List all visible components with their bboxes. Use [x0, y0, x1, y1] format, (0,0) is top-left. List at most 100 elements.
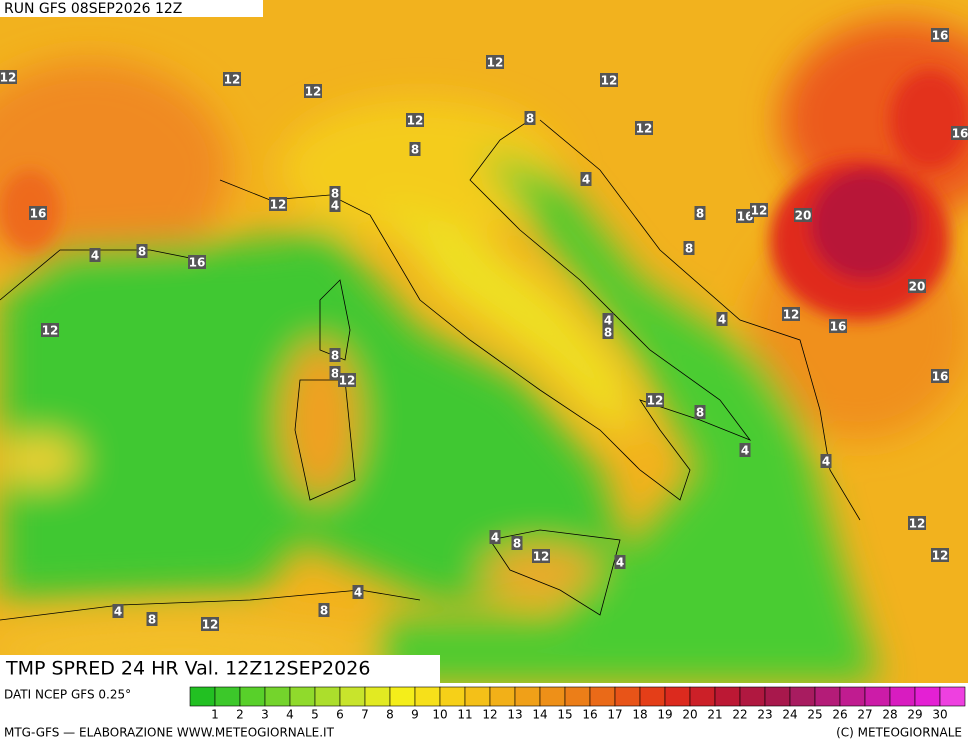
colorbar-label: 2 — [236, 708, 244, 722]
contour-label-box — [614, 555, 626, 569]
colorbar-label: 1 — [211, 708, 219, 722]
colorbar-label: 3 — [261, 708, 269, 722]
contour-label: 4 — [741, 444, 749, 458]
colorbar-swatch — [789, 686, 816, 707]
contour-label-box — [352, 585, 364, 599]
credit: MTG-GFS — ELABORAZIONE WWW.METEOGIORNALE… — [4, 726, 335, 740]
contour-label: 8 — [331, 187, 339, 201]
contour-label-box — [931, 369, 949, 383]
contour-label-box — [931, 548, 949, 562]
contour-label: 16 — [952, 127, 968, 141]
contour-label: 12 — [909, 517, 926, 531]
colorbar-swatch — [314, 686, 341, 707]
map-title: TMP SPRED 24 HR Val. 12Z12SEP2026 — [5, 658, 370, 680]
contour-label: 16 — [737, 210, 754, 224]
contour-label: 4 — [354, 586, 362, 600]
contour-label-box — [694, 405, 706, 419]
colorbar-swatch — [714, 686, 741, 707]
colorbar-swatch — [439, 686, 466, 707]
copyright: (C) METEOGIORNALE — [836, 726, 962, 740]
contour-label-box — [489, 530, 501, 544]
contour-label: 12 — [601, 74, 618, 88]
contour-label: 4 — [491, 531, 499, 545]
contour-label: 12 — [636, 122, 653, 136]
contour-label: 12 — [305, 85, 322, 99]
colorbar-swatch — [939, 686, 966, 707]
colorbar-swatch — [489, 686, 516, 707]
colorbar-label: 27 — [857, 708, 872, 722]
colorbar-label: 5 — [311, 708, 319, 722]
contour-label: 4 — [822, 455, 830, 469]
colorbar-swatch — [389, 686, 416, 707]
contour-label: 4 — [114, 605, 122, 619]
contour-label-box — [580, 172, 592, 186]
colorbar-swatch — [189, 686, 216, 707]
colorbar-swatch — [264, 686, 291, 707]
colorbar-swatch — [414, 686, 441, 707]
colorbar-label: 22 — [732, 708, 747, 722]
title-box — [0, 655, 440, 683]
colorbar-swatch — [339, 686, 366, 707]
contour-label-box — [318, 603, 330, 617]
contour-label-box — [951, 126, 968, 140]
colorbar-swatch — [514, 686, 541, 707]
contour-label: 12 — [783, 308, 800, 322]
contour-label-box — [136, 244, 148, 258]
colorbar-label: 25 — [807, 708, 822, 722]
colorbar-label: 9 — [411, 708, 419, 722]
contour-label: 12 — [42, 324, 59, 338]
field — [0, 0, 968, 683]
contour-label-box — [602, 313, 614, 327]
contour-label: 12 — [270, 198, 287, 212]
colorbar-swatch — [214, 686, 241, 707]
colorbar-swatch — [764, 686, 791, 707]
contour-label-box — [820, 454, 832, 468]
colorbar-label: 29 — [907, 708, 922, 722]
contour-label-box — [750, 203, 768, 217]
colorbar-swatch — [614, 686, 641, 707]
colorbar-label: 16 — [582, 708, 597, 722]
contour-label: 8 — [331, 367, 339, 381]
contour-label-box — [736, 209, 754, 223]
contour-label-box — [223, 72, 241, 86]
contour-label-box — [908, 279, 926, 293]
colorbar: 1 2 3 4 5 6 7 8 9 10 11 12 13 14 15 16 17 18 19 20 21 22 23 24 2… — [189, 686, 966, 722]
contour-label-box — [602, 325, 614, 339]
contour-label: 16 — [830, 320, 847, 334]
colorbar-label: 28 — [882, 708, 897, 722]
contour-label-box — [646, 393, 664, 407]
colorbar-swatch — [539, 686, 566, 707]
colorbar-swatch — [914, 686, 941, 707]
contour-label: 8 — [696, 207, 704, 221]
colorbar-label: 15 — [557, 708, 572, 722]
contour-label-box — [486, 55, 504, 69]
colorbar-label: 4 — [286, 708, 294, 722]
colorbar-label: 17 — [607, 708, 622, 722]
contour-label: 12 — [647, 394, 664, 408]
colorbar-label: 11 — [457, 708, 472, 722]
contour-label-box — [511, 536, 523, 550]
contour-label-box — [782, 307, 800, 321]
colorbar-label: 24 — [782, 708, 797, 722]
colorbar-label: 13 — [507, 708, 522, 722]
colorbar-swatch — [689, 686, 716, 707]
contour-label: 12 — [202, 618, 219, 632]
colorbar-swatch — [464, 686, 491, 707]
contour-label: 16 — [189, 256, 206, 270]
colorbar-label: 23 — [757, 708, 772, 722]
contour-label: 8 — [331, 349, 339, 363]
colorbar-swatch — [289, 686, 316, 707]
colorbar-swatch — [664, 686, 691, 707]
contour-label-box — [188, 255, 206, 269]
contour-label-box — [716, 312, 728, 326]
contour-label-box — [338, 373, 356, 387]
contour-label-box — [600, 73, 618, 87]
contour-label-box — [409, 142, 421, 156]
contour-label: 20 — [909, 280, 926, 294]
contour-label-box — [146, 612, 158, 626]
contour-label-box — [635, 121, 653, 135]
contour-label: 4 — [91, 249, 99, 263]
contour-label-box — [683, 241, 695, 255]
contour-label-box — [406, 113, 424, 127]
